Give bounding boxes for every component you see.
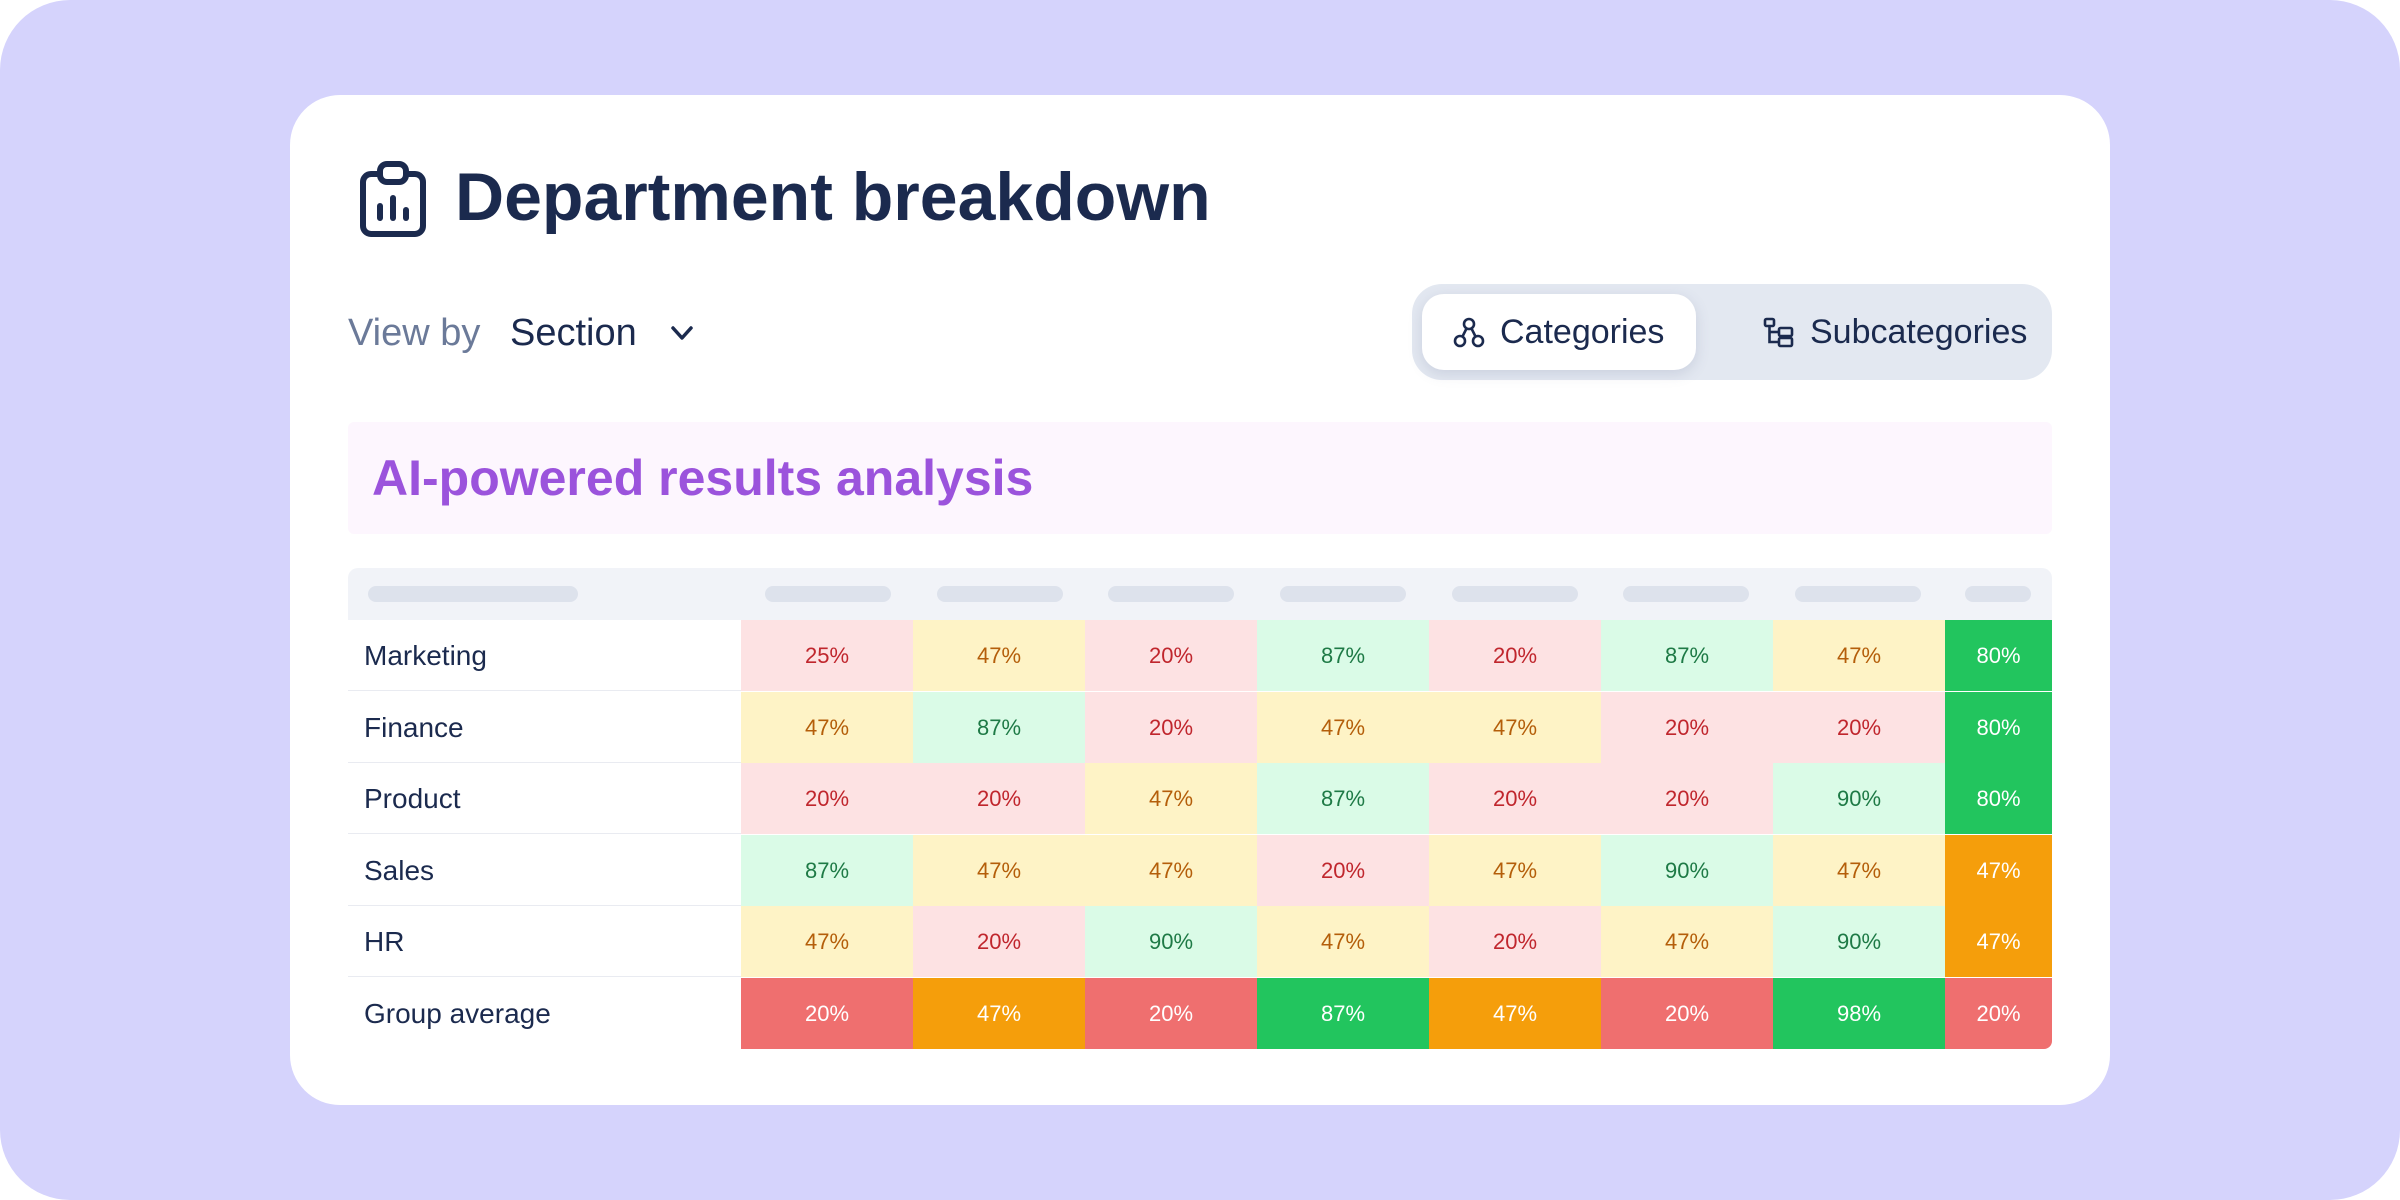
score-cell: 87% — [913, 691, 1085, 763]
view-by-value: Section — [510, 312, 637, 354]
score-cell: 20% — [1601, 763, 1773, 834]
score-cell: 20% — [1085, 691, 1257, 763]
ai-analysis-title: AI-powered results analysis — [372, 450, 1034, 506]
header-placeholder — [1108, 586, 1234, 602]
header-placeholder — [765, 586, 891, 602]
header-placeholder — [937, 586, 1063, 602]
header-placeholder — [1795, 586, 1921, 602]
table-row: Product 20% 20% 47% 87% 20% 20% 90% 80% — [348, 763, 2052, 834]
chevron-down-icon — [671, 326, 693, 340]
score-cell: 47% — [1257, 906, 1429, 977]
score-cell: 47% — [741, 691, 913, 763]
score-cell: 47% — [1429, 691, 1601, 763]
table-row: Sales 87% 47% 47% 20% 47% 90% 47% 47% — [348, 834, 2052, 906]
score-cell: 20% — [1429, 906, 1601, 977]
table-row: Marketing 25% 47% 20% 87% 20% 87% 47% 80% — [348, 620, 2052, 691]
score-cell: 20% — [1429, 620, 1601, 691]
header-placeholder — [1965, 586, 2031, 602]
score-cell: 25% — [741, 620, 913, 691]
score-cell: 20% — [1085, 977, 1257, 1049]
score-cell: 20% — [741, 977, 913, 1049]
score-cell: 20% — [1945, 977, 2052, 1049]
score-cell: 87% — [741, 834, 913, 906]
score-cell: 87% — [1257, 977, 1429, 1049]
table-header — [348, 568, 2052, 620]
score-cell: 47% — [1257, 691, 1429, 763]
table-row: Group average 20% 47% 20% 87% 47% 20% 98% 20% — [348, 977, 2052, 1049]
header-placeholder — [1623, 586, 1749, 602]
score-cell: 80% — [1945, 620, 2052, 691]
row-label: Group average — [364, 997, 551, 1029]
score-cell: 20% — [1085, 620, 1257, 691]
score-cell: 47% — [741, 906, 913, 977]
score-cell: 47% — [913, 834, 1085, 906]
table-row: HR 47% 20% 90% 47% 20% 47% 90% 47% — [348, 906, 2052, 977]
score-cell: 20% — [913, 763, 1085, 834]
score-cell: 20% — [741, 763, 913, 834]
score-cell: 87% — [1257, 763, 1429, 834]
score-cell: 47% — [1945, 834, 2052, 906]
score-cell: 20% — [1257, 834, 1429, 906]
score-cell: 20% — [1429, 763, 1601, 834]
ai-analysis-banner[interactable]: AI-powered results analysis — [348, 422, 2052, 534]
header-placeholder — [368, 586, 578, 602]
score-cell: 98% — [1773, 977, 1945, 1049]
score-cell: 90% — [1773, 906, 1945, 977]
score-cell: 47% — [1601, 906, 1773, 977]
table-row: Finance 47% 87% 20% 47% 47% 20% 20% 80% — [348, 691, 2052, 763]
view-by-label: View by — [348, 312, 481, 354]
categories-tab[interactable]: Categories — [1422, 294, 1696, 370]
score-cell: 47% — [913, 620, 1085, 691]
score-cell: 47% — [1773, 834, 1945, 906]
score-cell: 80% — [1945, 763, 2052, 834]
row-label: Sales — [364, 854, 435, 886]
subcategories-tab[interactable]: Subcategories — [1732, 294, 2042, 370]
results-table: Marketing 25% 47% 20% 87% 20% 87% 47% 80% Finance… — [348, 568, 2052, 1049]
hierarchy-icon — [1453, 317, 1485, 348]
row-label: Finance — [364, 711, 464, 743]
score-cell: 87% — [1601, 620, 1773, 691]
score-cell: 47% — [1773, 620, 1945, 691]
score-cell: 20% — [1773, 691, 1945, 763]
view-by-dropdown[interactable]: Section — [510, 302, 730, 364]
row-label: Product — [364, 783, 461, 814]
score-cell: 47% — [913, 977, 1085, 1049]
score-cell: 47% — [1429, 834, 1601, 906]
score-cell: 80% — [1945, 691, 2052, 763]
row-label: HR — [364, 926, 405, 957]
score-cell: 90% — [1601, 834, 1773, 906]
score-cell: 90% — [1085, 906, 1257, 977]
header-placeholder — [1452, 586, 1578, 602]
score-cell: 20% — [913, 906, 1085, 977]
score-cell: 47% — [1429, 977, 1601, 1049]
score-cell: 47% — [1085, 834, 1257, 906]
clipboard-chart-icon — [360, 161, 426, 237]
score-cell: 20% — [1601, 691, 1773, 763]
tree-list-icon — [1763, 317, 1794, 348]
categories-label: Categories — [1500, 312, 1665, 351]
subcategories-label: Subcategories — [1810, 312, 2028, 351]
row-label: Marketing — [364, 640, 487, 671]
score-cell: 87% — [1257, 620, 1429, 691]
category-toggle: Categories Subcategories — [1412, 284, 2052, 380]
header-placeholder — [1280, 586, 1406, 602]
score-cell: 90% — [1773, 763, 1945, 834]
score-cell: 20% — [1601, 977, 1773, 1049]
score-cell: 47% — [1945, 906, 2052, 977]
page-title: Department breakdown — [455, 159, 1211, 235]
score-cell: 47% — [1085, 763, 1257, 834]
